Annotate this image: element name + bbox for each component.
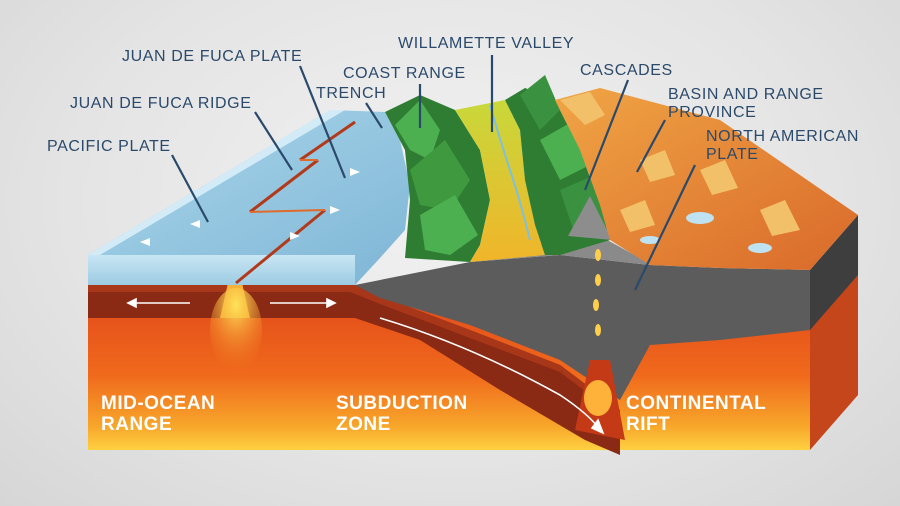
label-north-american-plate: PLATE	[706, 146, 759, 163]
label-north-american: NORTH AMERICAN	[706, 128, 859, 145]
coast-range	[385, 95, 490, 262]
leader-cascades	[583, 79, 630, 191]
leader-juan-de-fuca-plate	[298, 65, 347, 179]
label-willamette-valley: WILLAMETTE VALLEY	[398, 35, 574, 52]
mantle-flow-arrows	[126, 297, 605, 435]
leader-lines	[171, 55, 696, 291]
label-cascades: CASCADES	[580, 62, 673, 79]
willamette-valley	[455, 100, 545, 262]
leader-north-american-plate	[634, 164, 696, 291]
magma-dikes	[575, 249, 625, 440]
label-basin-and-range-province: PROVINCE	[668, 104, 756, 121]
basin-and-range	[555, 88, 858, 270]
zone-continental-rift: RIFT	[626, 414, 670, 435]
leader-trench	[365, 102, 383, 129]
zone-subduction: SUBDUCTION	[336, 393, 468, 414]
label-juan-de-fuca-plate: JUAN DE FUCA PLATE	[122, 48, 302, 65]
ridge-segments	[235, 120, 356, 285]
ridge-upwelling	[210, 288, 262, 372]
label-coast-range: COAST RANGE	[343, 65, 466, 82]
plate-motion-arrows	[140, 168, 360, 246]
label-basin-and-range: BASIN AND RANGE	[668, 86, 824, 103]
label-pacific-plate: PACIFIC PLATE	[47, 138, 171, 155]
zone-mid-ocean: MID-OCEAN	[101, 393, 215, 414]
leader-juan-de-fuca-ridge	[254, 111, 293, 171]
leader-pacific-plate	[171, 154, 209, 223]
zone-continental: CONTINENTAL	[626, 393, 766, 414]
leader-basin-and-range	[636, 119, 666, 173]
zone-mid-ocean-range: RANGE	[101, 414, 172, 435]
label-juan-de-fuca-ridge: JUAN DE FUCA RIDGE	[70, 95, 252, 112]
ocean-slab	[88, 110, 410, 285]
zone-subduction-zone: ZONE	[336, 414, 391, 435]
label-trench: TRENCH	[316, 85, 386, 102]
